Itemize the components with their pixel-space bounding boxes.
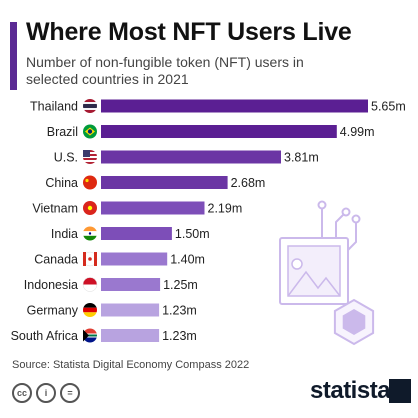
flag-stripe — [83, 102, 97, 104]
flag-stripes — [83, 99, 97, 113]
flag-stripe — [83, 303, 97, 308]
flag-stripe — [83, 333, 97, 335]
data-label: 2.19m — [208, 202, 243, 216]
flag-leaf — [88, 257, 92, 261]
data-label: 4.99m — [340, 125, 375, 139]
data-label: 3.81m — [284, 151, 319, 165]
flag-band-right — [94, 252, 97, 266]
flag-stripe — [83, 235, 97, 241]
bar-brazil — [101, 125, 337, 138]
no-derivatives-icon[interactable]: = — [60, 383, 80, 403]
bar-thailand — [101, 99, 368, 113]
bar-china — [101, 176, 228, 189]
flag-stripe — [83, 337, 97, 343]
data-label: 2.68m — [231, 176, 266, 190]
brand-mark-icon — [389, 379, 411, 403]
flag-stripes — [83, 303, 97, 317]
circuit-line-2 — [335, 213, 345, 238]
flag-stripe — [83, 110, 97, 113]
bar-germany — [101, 303, 160, 317]
flag-stripes — [83, 328, 97, 343]
sun-icon — [291, 258, 303, 270]
flag-stripe — [83, 284, 97, 292]
bar-vietnam — [101, 201, 205, 215]
mountain-icon — [287, 270, 341, 297]
attribution-icon[interactable]: i — [36, 383, 56, 403]
flag-stripe — [83, 160, 97, 162]
flag-globe — [87, 129, 93, 134]
flag-stripes — [83, 277, 97, 292]
flag-wheel — [88, 232, 92, 235]
source-note: Source: Statista Digital Economy Compass… — [12, 359, 250, 371]
data-label: 1.25m — [163, 278, 198, 292]
page-title: Where Most NFT Users Live — [26, 18, 352, 46]
flag-stripe — [83, 336, 97, 338]
flag-stripe — [83, 334, 97, 337]
data-label: 1.23m — [162, 329, 197, 343]
flag-stripe — [83, 99, 97, 102]
category-label: Indonesia — [24, 278, 78, 292]
flag-bg — [83, 175, 97, 190]
data-label: 1.23m — [162, 304, 197, 318]
flag-star — [85, 178, 89, 183]
flag-stripe — [83, 104, 97, 108]
category-label: U.S. — [54, 151, 78, 165]
flag-band-left — [83, 252, 86, 266]
category-label: South Africa — [11, 329, 78, 343]
brand-logo[interactable]: statista — [310, 377, 391, 404]
data-label: 5.65m — [371, 100, 406, 114]
flag-triangle — [83, 329, 89, 342]
flag-stripe — [83, 307, 97, 313]
data-label: 1.40m — [170, 253, 205, 267]
category-label: Thailand — [30, 100, 78, 114]
flag-star — [87, 205, 93, 211]
category-label: India — [51, 227, 78, 241]
category-label: Germany — [27, 304, 79, 318]
title-accent-bar — [10, 22, 17, 90]
bar-u-s- — [101, 150, 281, 164]
license-icons: cc i = — [12, 383, 80, 405]
page-subtitle: Number of non-fungible token (NFT) users… — [26, 54, 304, 87]
hexagon-inner — [342, 309, 366, 335]
bar-south-africa — [101, 329, 160, 342]
flag-outline — [82, 277, 98, 292]
circuit-node-2 — [341, 207, 351, 217]
flag-stripe — [83, 158, 97, 160]
flag-stripe — [83, 277, 97, 285]
bar-india — [101, 227, 172, 240]
data-label: 1.50m — [175, 227, 210, 241]
category-label: Canada — [34, 253, 78, 267]
flag-stripe — [83, 162, 97, 164]
flag-stripe — [83, 328, 97, 334]
flag-canton — [83, 150, 90, 157]
flag-stripe — [83, 108, 97, 110]
image-frame-inner — [287, 245, 341, 297]
bar-canada — [101, 252, 168, 266]
category-label: Brazil — [47, 125, 78, 139]
bar-indonesia — [101, 278, 161, 291]
circuit-line-3 — [347, 222, 357, 251]
flag-stripe — [83, 226, 97, 232]
circuit-node-3 — [351, 214, 361, 224]
category-label: Vietnam — [32, 202, 78, 216]
category-label: China — [45, 176, 78, 190]
circuit-node-1 — [317, 200, 327, 210]
flag-stripe — [83, 312, 97, 317]
creative-commons-icon[interactable]: cc — [12, 383, 32, 403]
